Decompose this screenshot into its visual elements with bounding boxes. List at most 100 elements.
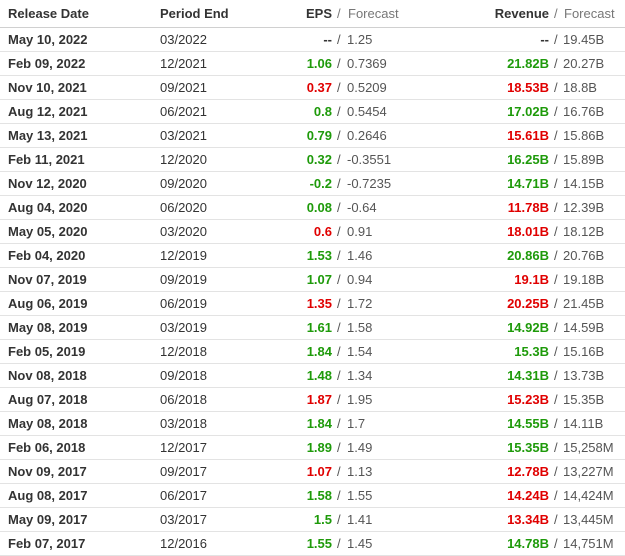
header-cell: Release Date <box>8 6 89 21</box>
period-end: 12/2020 <box>160 152 207 167</box>
separator: / <box>337 296 341 311</box>
data-row: Nov 07, 2019 09/2019 1.07 / 0.94 19.1B / 19.18B <box>0 268 625 292</box>
eps-actual: 1.35 <box>306 296 332 311</box>
release-date: May 08, 2018 <box>8 416 88 431</box>
eps-forecast: 1.45 <box>347 536 373 551</box>
release-date: Feb 11, 2021 <box>8 152 85 167</box>
eps-actual: 0.08 <box>306 200 332 215</box>
revenue-actual: 17.02B <box>507 104 549 119</box>
period-end: 06/2017 <box>160 488 207 503</box>
separator: / <box>337 512 341 527</box>
release-date: Feb 06, 2018 <box>8 440 86 455</box>
eps-actual: 1.5 <box>313 512 332 527</box>
header-cell: Forecast <box>564 6 615 21</box>
release-date: Aug 06, 2019 <box>8 296 88 311</box>
eps-actual: 1.55 <box>306 536 332 551</box>
revenue-forecast: 14.15B <box>563 176 605 191</box>
release-date: Aug 12, 2021 <box>8 104 88 119</box>
revenue-actual: 18.01B <box>507 224 549 239</box>
eps-forecast: 1.54 <box>347 344 373 359</box>
revenue-forecast: 18.8B <box>563 80 597 95</box>
data-row: Feb 05, 2019 12/2018 1.84 / 1.54 15.3B / 15.16B <box>0 340 625 364</box>
data-row: Feb 07, 2017 12/2016 1.55 / 1.45 14.78B / 14,75… <box>0 532 625 556</box>
eps-actual: 1.84 <box>306 416 332 431</box>
period-end: 09/2019 <box>160 272 207 287</box>
separator: / <box>337 56 341 71</box>
period-end: 12/2019 <box>160 248 207 263</box>
eps-forecast: -0.64 <box>347 200 377 215</box>
eps-actual: 1.07 <box>306 464 332 479</box>
eps-actual: -0.2 <box>309 176 332 191</box>
revenue-actual: 15.23B <box>507 392 549 407</box>
separator: / <box>554 128 558 143</box>
eps-actual: 1.07 <box>306 272 332 287</box>
header-row: Release Date Period End EPS / Forecast R… <box>0 0 625 28</box>
eps-forecast: 1.46 <box>347 248 373 263</box>
period-end: 06/2020 <box>160 200 207 215</box>
eps-forecast: -0.7235 <box>347 176 392 191</box>
period-end: 12/2017 <box>160 440 207 455</box>
eps-forecast: 1.7 <box>347 416 366 431</box>
revenue-actual: 21.82B <box>507 56 549 71</box>
eps-actual: 1.58 <box>306 488 332 503</box>
separator: / <box>554 32 558 47</box>
header-cell: EPS <box>305 6 332 21</box>
separator: / <box>554 152 558 167</box>
data-row: Aug 08, 2017 06/2017 1.58 / 1.55 14.24B / 14,42… <box>0 484 625 508</box>
revenue-forecast: 13,445M <box>563 512 614 527</box>
separator: / <box>554 272 558 287</box>
revenue-forecast: 19.45B <box>563 32 605 47</box>
revenue-forecast: 15.89B <box>563 152 605 167</box>
release-date: Nov 08, 2018 <box>8 368 87 383</box>
eps-forecast: 0.5454 <box>347 104 387 119</box>
data-row: Nov 10, 2021 09/2021 0.37 / 0.5209 18.53B / 18.… <box>0 76 625 100</box>
eps-forecast: 0.2646 <box>347 128 387 143</box>
period-end: 03/2021 <box>160 128 207 143</box>
period-end: 06/2018 <box>160 392 207 407</box>
release-date: Feb 07, 2017 <box>8 536 86 551</box>
eps-forecast: 1.95 <box>347 392 373 407</box>
eps-forecast: 0.91 <box>347 224 373 239</box>
separator: / <box>337 536 341 551</box>
period-end: 03/2020 <box>160 224 207 239</box>
release-date: May 09, 2017 <box>8 512 88 527</box>
eps-actual: 0.8 <box>313 104 332 119</box>
eps-actual: -- <box>323 32 332 47</box>
data-row: Nov 09, 2017 09/2017 1.07 / 1.13 12.78B / 13,22… <box>0 460 625 484</box>
eps-actual: 0.32 <box>306 152 332 167</box>
separator: / <box>337 440 341 455</box>
period-end: 03/2019 <box>160 320 207 335</box>
eps-forecast: 1.58 <box>347 320 373 335</box>
revenue-forecast: 20.27B <box>563 56 605 71</box>
separator: / <box>337 488 341 503</box>
release-date: Nov 09, 2017 <box>8 464 87 479</box>
separator: / <box>554 176 558 191</box>
separator: / <box>554 368 558 383</box>
eps-forecast: 1.49 <box>347 440 373 455</box>
revenue-forecast: 13.73B <box>563 368 605 383</box>
revenue-actual: 15.3B <box>514 344 549 359</box>
revenue-forecast: 13,227M <box>563 464 614 479</box>
separator: / <box>337 128 341 143</box>
eps-actual: 1.06 <box>306 56 332 71</box>
separator: / <box>554 416 558 431</box>
period-end: 03/2017 <box>160 512 207 527</box>
revenue-actual: 11.78B <box>507 200 549 215</box>
release-date: Aug 07, 2018 <box>8 392 88 407</box>
period-end: 09/2017 <box>160 464 207 479</box>
revenue-forecast: 21.45B <box>563 296 605 311</box>
revenue-actual: 14.55B <box>507 416 549 431</box>
revenue-actual: 16.25B <box>507 152 549 167</box>
separator: / <box>554 248 558 263</box>
period-end: 09/2020 <box>160 176 207 191</box>
header-cell: Forecast <box>348 6 399 21</box>
revenue-actual: 20.86B <box>507 248 549 263</box>
release-date: May 08, 2019 <box>8 320 88 335</box>
separator: / <box>337 200 341 215</box>
revenue-forecast: 12.39B <box>563 200 605 215</box>
eps-forecast: -0.3551 <box>347 152 392 167</box>
separator: / <box>337 248 341 263</box>
data-row: Aug 06, 2019 06/2019 1.35 / 1.72 20.25B / 21.45… <box>0 292 625 316</box>
separator: / <box>337 32 341 47</box>
separator: / <box>337 464 341 479</box>
